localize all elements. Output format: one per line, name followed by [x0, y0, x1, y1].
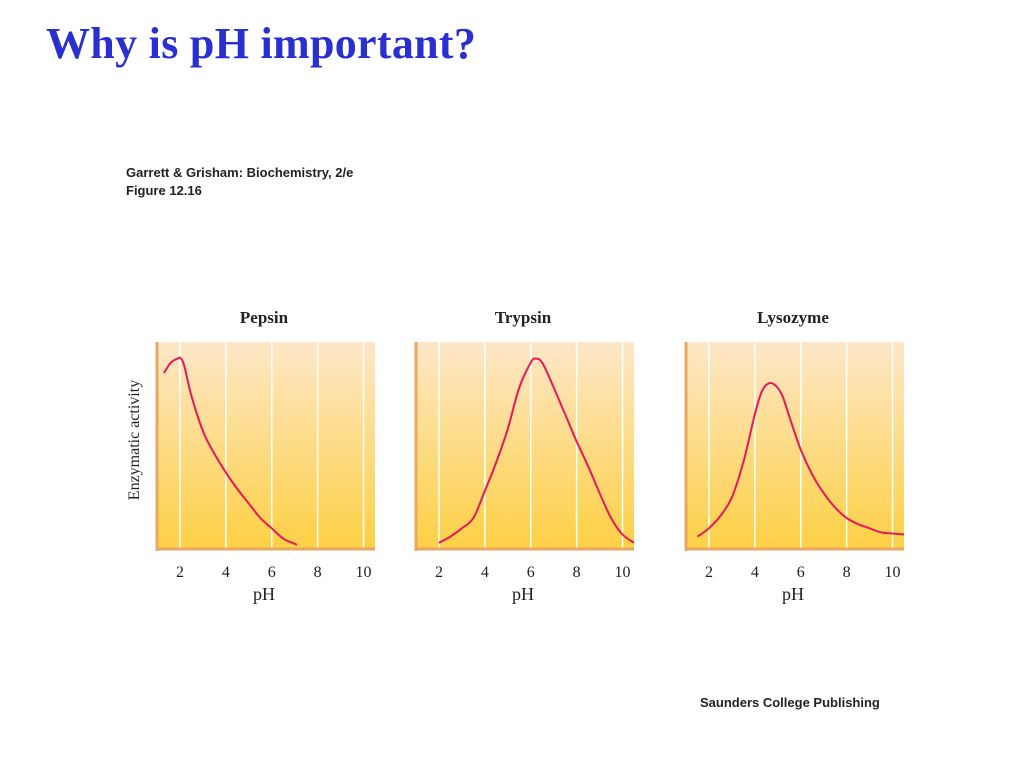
lysozyme-activity-curve: [696, 382, 905, 538]
pepsin-x-tick-label: 8: [314, 564, 322, 581]
lysozyme-x-tick-label: 4: [751, 564, 759, 581]
trypsin-plot-area: [416, 342, 634, 549]
pepsin-x-tick-label: 6: [268, 564, 276, 581]
pepsin-plot-area: [157, 342, 375, 549]
trypsin-chart-title: Trypsin: [495, 308, 552, 327]
trypsin-x-tick-label: 10: [615, 564, 631, 581]
lysozyme-x-tick-label: 10: [885, 564, 901, 581]
trypsin-x-axis-label: pH: [512, 584, 534, 604]
figure-source-line: Garrett & Grisham: Biochemistry, 2/e: [126, 165, 354, 180]
pepsin-chart-title: Pepsin: [240, 308, 289, 327]
pepsin-chart: 2 4 6 8 10 pH Pepsin: [155, 308, 375, 604]
slide-title: Why is pH important?: [46, 19, 477, 68]
trypsin-x-tick-label: 6: [527, 564, 535, 581]
trypsin-activity-curve: [438, 357, 635, 544]
pepsin-x-tick-label: 10: [356, 564, 372, 581]
lysozyme-chart-title: Lysozyme: [757, 308, 829, 327]
pepsin-x-tick-label: 2: [176, 564, 184, 581]
pepsin-activity-curve: [163, 356, 298, 546]
trypsin-x-tick-label: 2: [435, 564, 443, 581]
publisher-credit: Saunders College Publishing: [700, 695, 880, 710]
lysozyme-x-tick-label: 8: [843, 564, 851, 581]
lysozyme-x-axis-label: pH: [782, 584, 804, 604]
pepsin-x-axis-label: pH: [253, 584, 275, 604]
trypsin-chart: 2 4 6 8 10 pH Trypsin: [414, 308, 635, 604]
y-axis-label: Enzymatic activity: [126, 380, 143, 500]
lysozyme-x-tick-label: 6: [797, 564, 805, 581]
pepsin-x-tick-label: 4: [222, 564, 230, 581]
trypsin-x-tick-label: 8: [573, 564, 581, 581]
lysozyme-chart: 2 4 6 8 10 pH Lysozyme: [684, 308, 905, 604]
trypsin-x-tick-label: 4: [481, 564, 489, 581]
lysozyme-x-tick-label: 2: [705, 564, 713, 581]
figure-number: Figure 12.16: [126, 183, 202, 198]
